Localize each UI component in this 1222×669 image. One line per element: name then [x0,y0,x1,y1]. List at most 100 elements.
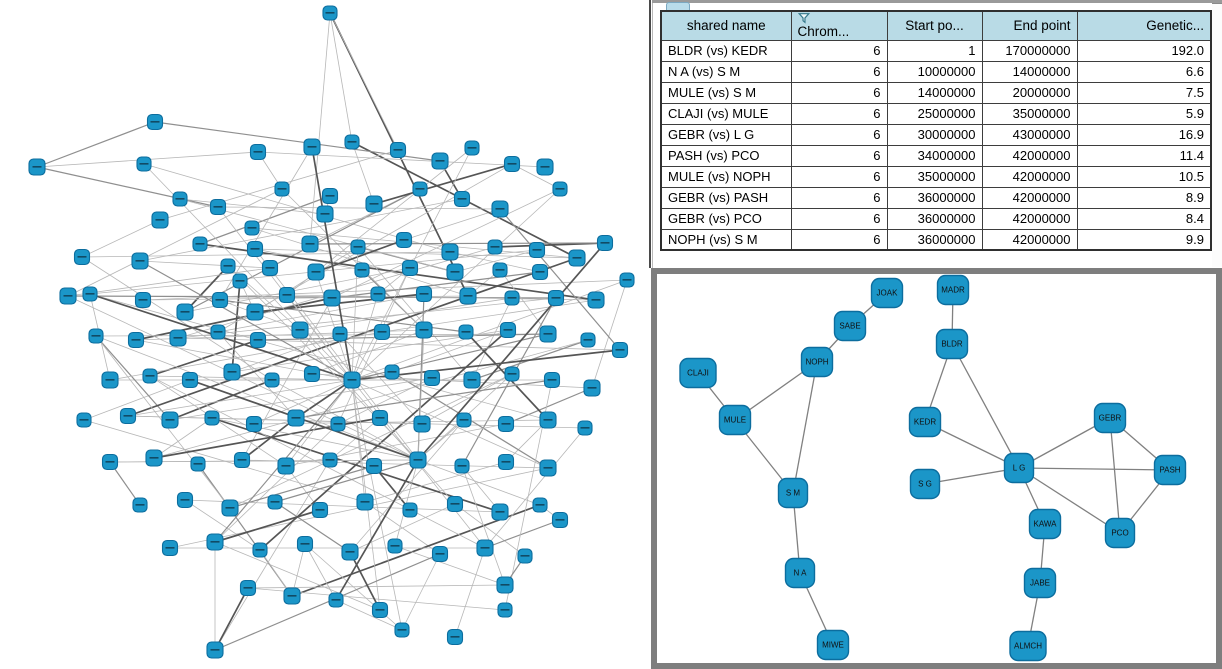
network-node[interactable] [204,410,220,426]
table-scrollbar[interactable] [1212,3,1222,267]
cell-shared-name[interactable]: MULE (vs) NOPH [660,165,792,188]
network-node[interactable] [499,321,517,339]
cell-value[interactable]: 14000000 [886,81,983,104]
network-node[interactable] [283,587,301,605]
network-node[interactable] [343,371,361,389]
network-node[interactable] [446,495,464,513]
cell-value[interactable]: 6 [790,39,888,62]
table-row[interactable]: GEBR (vs) PCO 6 36000000 42000000 8.4 [660,207,1212,230]
network-node[interactable] [301,235,319,253]
cell-value[interactable]: 10.5 [1076,165,1212,188]
network-node[interactable] [221,499,239,517]
cell-value[interactable]: 43000000 [981,123,1078,146]
network-node[interactable] [476,539,494,557]
table-row[interactable]: MULE (vs) NOPH 6 35000000 42000000 10.5 [660,165,1212,188]
cell-value[interactable]: 7.5 [1076,81,1212,104]
network-node[interactable] [365,457,383,475]
network-node[interactable] [350,239,366,255]
network-node[interactable] [134,291,152,309]
cell-shared-name[interactable]: MULE (vs) S M [660,81,792,104]
cell-shared-name[interactable]: PASH (vs) PCO [660,144,792,167]
network-node[interactable] [431,152,449,170]
cell-value[interactable]: 6 [790,228,888,251]
cell-shared-name[interactable]: GEBR (vs) PASH [660,186,792,209]
network-node[interactable] [145,449,163,467]
network-node[interactable] [577,420,593,436]
network-node[interactable] [211,291,229,309]
network-node[interactable] [252,542,268,558]
network-node[interactable] [192,236,208,252]
network-node[interactable] [497,453,515,471]
network-node[interactable] [321,187,339,205]
cell-shared-name[interactable]: BLDR (vs) KEDR [660,39,792,62]
cell-value[interactable]: 8.9 [1076,186,1212,209]
network-node[interactable] [373,323,391,341]
network-node[interactable] [551,511,569,529]
column-header-shared-name[interactable]: shared name [660,10,792,41]
network-node[interactable] [395,231,413,249]
network-node[interactable] [423,369,441,387]
subnetwork-node-pash[interactable]: PASH [1153,454,1187,486]
cell-value[interactable]: 16.9 [1076,123,1212,146]
cell-value[interactable]: 6 [790,186,888,209]
network-node[interactable] [291,321,309,339]
network-node[interactable] [332,326,348,342]
network-node[interactable] [161,539,179,557]
network-node[interactable] [580,332,596,348]
table-row[interactable]: N A (vs) S M 6 10000000 14000000 6.6 [660,60,1212,83]
subnetwork-node-mule[interactable]: MULE [718,404,752,436]
network-node[interactable] [244,220,260,236]
cell-value[interactable]: 30000000 [886,123,983,146]
cell-value[interactable]: 36000000 [886,186,983,209]
column-header-chromosome[interactable]: Chrom... [790,10,888,41]
cell-shared-name[interactable]: N A (vs) S M [660,60,792,83]
cell-value[interactable]: 35000000 [981,102,1078,125]
network-node[interactable] [441,243,459,261]
network-node[interactable] [176,491,194,509]
network-node[interactable] [356,493,374,511]
network-node[interactable] [384,364,400,380]
subnetwork-node-sabe[interactable]: SABE [833,310,867,342]
network-node[interactable] [131,252,149,270]
network-node[interactable] [88,328,104,344]
main-network-panel[interactable] [0,0,655,669]
network-node[interactable] [303,365,321,383]
network-node[interactable] [101,371,119,389]
subnetwork-panel[interactable]: JOAK MADR SABE BLDR NOPH CLAJI MULE KEDR GEBR L G… [657,274,1216,663]
network-node[interactable] [249,143,267,161]
network-node[interactable] [504,366,520,382]
cell-value[interactable]: 8.4 [1076,207,1212,230]
cell-value[interactable]: 6 [790,165,888,188]
subnetwork-node-miwe[interactable]: MIWE [816,629,850,661]
network-node[interactable] [504,290,520,306]
network-node[interactable] [328,592,344,608]
network-node[interactable] [371,409,389,427]
network-node[interactable] [539,411,557,429]
network-node[interactable] [142,368,158,384]
network-node[interactable] [371,601,389,619]
network-node[interactable] [547,289,565,307]
cell-value[interactable]: 35000000 [886,165,983,188]
subnetwork-node-kawa[interactable]: KAWA [1028,508,1062,540]
cell-value[interactable]: 20000000 [981,81,1078,104]
network-node[interactable] [264,372,280,388]
network-node[interactable] [169,329,187,347]
network-node[interactable] [583,379,601,397]
network-node[interactable] [277,457,295,475]
cell-value[interactable]: 6 [790,123,888,146]
subnetwork-canvas[interactable]: JOAK MADR SABE BLDR NOPH CLAJI MULE KEDR GEBR L G… [657,274,1216,663]
network-node[interactable] [73,248,91,266]
network-node[interactable] [223,363,241,381]
table-row[interactable]: NOPH (vs) S M 6 36000000 42000000 9.9 [660,228,1212,251]
cell-value[interactable]: 6 [790,207,888,230]
table-row[interactable]: GEBR (vs) PASH 6 36000000 42000000 8.9 [660,186,1212,209]
network-node[interactable] [220,258,236,274]
subnetwork-node-claji[interactable]: CLAJI [679,357,717,389]
network-node[interactable] [82,286,98,302]
network-node[interactable] [151,211,169,229]
network-node[interactable] [246,240,264,258]
subnetwork-node-bldr[interactable]: BLDR [935,328,969,360]
cell-value[interactable]: 34000000 [886,144,983,167]
table-row[interactable]: GEBR (vs) L G 6 30000000 43000000 16.9 [660,123,1212,146]
subnetwork-node-kedr[interactable]: KEDR [908,406,942,438]
